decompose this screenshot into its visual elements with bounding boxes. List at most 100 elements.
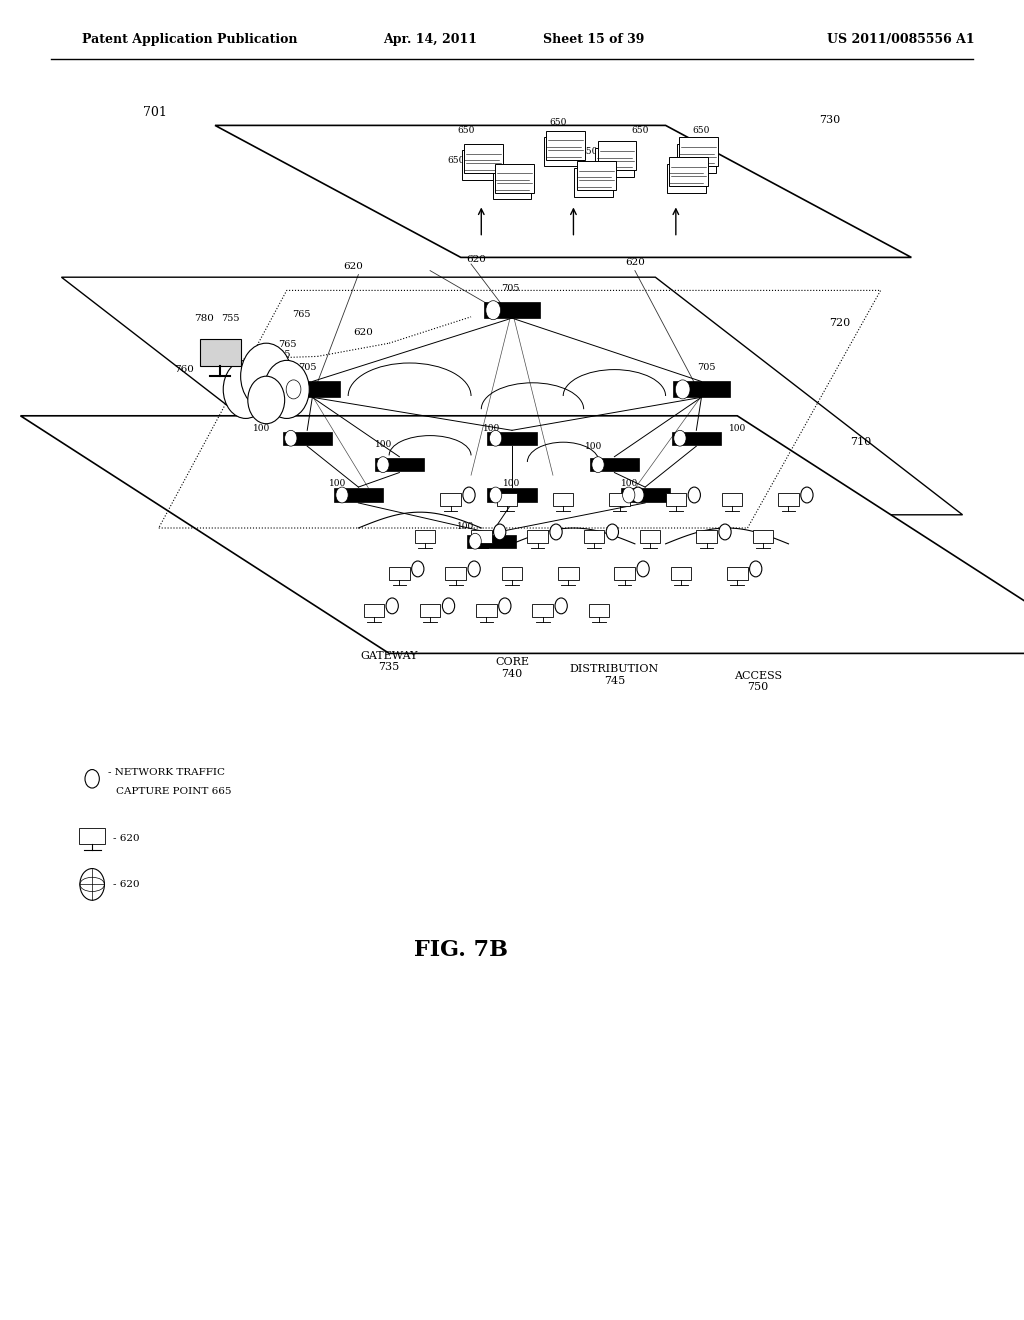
Bar [558, 568, 579, 581]
Circle shape [336, 487, 348, 503]
Bar [553, 494, 573, 507]
Bar [364, 605, 384, 618]
Text: 705: 705 [298, 363, 316, 372]
Text: FIG. 7B: FIG. 7B [414, 940, 508, 961]
Bar [671, 568, 691, 581]
Text: Patent Application Publication: Patent Application Publication [82, 33, 297, 46]
Bar [389, 568, 410, 581]
Circle shape [637, 561, 649, 577]
Circle shape [719, 524, 731, 540]
Circle shape [241, 343, 292, 409]
Bar [609, 494, 630, 507]
Text: 760: 760 [174, 366, 194, 374]
Circle shape [801, 487, 813, 503]
Bar [467, 535, 516, 548]
Text: GATEWAY
735: GATEWAY 735 [360, 651, 418, 672]
Text: 100: 100 [622, 479, 638, 488]
Text: US 2011/0085556 A1: US 2011/0085556 A1 [827, 33, 975, 46]
Text: 620: 620 [343, 261, 364, 271]
Bar [445, 568, 466, 581]
Text: ACCESS
750: ACCESS 750 [734, 671, 781, 692]
Text: 765: 765 [292, 310, 310, 318]
Circle shape [437, 524, 450, 540]
Circle shape [623, 487, 635, 503]
Bar [589, 605, 609, 618]
Circle shape [85, 770, 99, 788]
Bar [283, 432, 332, 445]
Circle shape [675, 380, 690, 399]
Text: - 620: - 620 [113, 880, 139, 888]
Text: 650: 650 [458, 125, 474, 135]
Bar [200, 338, 241, 366]
Bar [672, 432, 721, 445]
Text: 650: 650 [581, 147, 597, 156]
Text: DISTRIBUTION
745: DISTRIBUTION 745 [569, 664, 659, 685]
Bar [590, 458, 639, 471]
Text: 710: 710 [850, 437, 871, 447]
Bar [487, 488, 537, 502]
Bar [544, 137, 583, 166]
Text: 100: 100 [330, 479, 346, 488]
Text: 100: 100 [376, 440, 392, 449]
Bar [547, 131, 586, 160]
Text: 620: 620 [353, 327, 374, 337]
Bar [667, 164, 706, 193]
Circle shape [469, 533, 481, 549]
Circle shape [663, 524, 675, 540]
Bar [420, 605, 440, 618]
Bar [483, 302, 541, 318]
Bar [666, 494, 686, 507]
Circle shape [80, 869, 104, 900]
Text: 620: 620 [625, 257, 645, 267]
Circle shape [550, 524, 562, 540]
Bar [753, 531, 773, 544]
Text: 100: 100 [253, 424, 269, 433]
Bar [597, 141, 636, 170]
Text: 755: 755 [221, 314, 240, 323]
Bar [677, 144, 716, 173]
Text: 780: 780 [195, 314, 214, 323]
Text: 650: 650 [693, 125, 710, 135]
Bar [476, 605, 497, 618]
Bar [727, 568, 748, 581]
Text: 100: 100 [586, 442, 602, 451]
Bar [696, 531, 717, 544]
Circle shape [555, 598, 567, 614]
Bar [493, 170, 531, 199]
Bar [527, 531, 548, 544]
Circle shape [285, 430, 297, 446]
Text: Sheet 15 of 39: Sheet 15 of 39 [544, 33, 644, 46]
Bar [577, 161, 615, 190]
Bar [334, 488, 383, 502]
Bar [614, 568, 635, 581]
Bar [496, 164, 535, 193]
Circle shape [744, 487, 757, 503]
Text: 730: 730 [819, 115, 841, 125]
Bar [584, 531, 604, 544]
Bar [440, 494, 461, 507]
Bar [415, 531, 435, 544]
Text: 100: 100 [504, 479, 520, 488]
Bar [722, 494, 742, 507]
Text: 620: 620 [466, 255, 486, 264]
Polygon shape [20, 416, 1024, 653]
Circle shape [592, 457, 604, 473]
Bar [621, 488, 670, 502]
Text: 705: 705 [697, 363, 716, 372]
Bar [284, 381, 340, 397]
Text: 100: 100 [729, 424, 745, 433]
Circle shape [442, 598, 455, 614]
Circle shape [223, 360, 268, 418]
Polygon shape [61, 277, 963, 515]
Bar [532, 605, 553, 618]
Bar [778, 494, 799, 507]
Bar [464, 144, 503, 173]
Bar [497, 494, 517, 507]
Bar [487, 432, 537, 445]
Bar [574, 168, 613, 197]
Bar [80, 828, 105, 845]
Circle shape [264, 360, 309, 418]
Text: 100: 100 [458, 521, 474, 531]
Circle shape [286, 380, 301, 399]
Text: Apr. 14, 2011: Apr. 14, 2011 [383, 33, 477, 46]
